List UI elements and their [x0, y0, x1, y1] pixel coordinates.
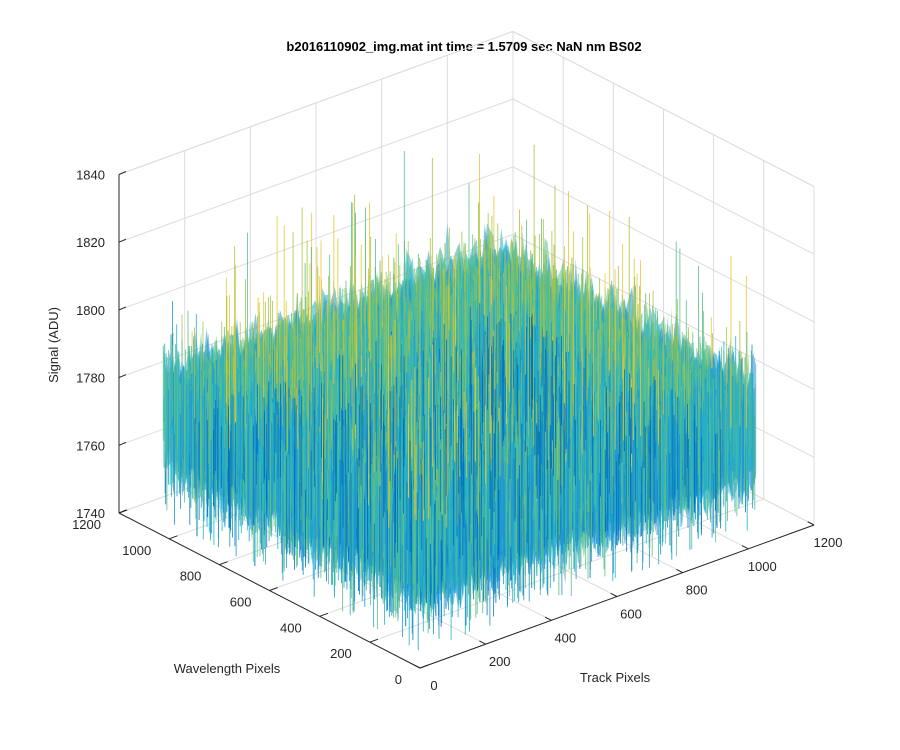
side-wall-gridline-z — [512, 166, 815, 323]
side-wall-gridline-z — [512, 98, 815, 255]
chart-title: b2016110902_img.mat int time = 1.5709 se… — [286, 39, 641, 54]
back-wall-gridline-z — [118, 98, 514, 243]
back-wall-gridline-z — [118, 166, 514, 311]
box-edge — [118, 30, 514, 175]
surface-data — [162, 144, 757, 651]
box-edge — [512, 30, 815, 187]
